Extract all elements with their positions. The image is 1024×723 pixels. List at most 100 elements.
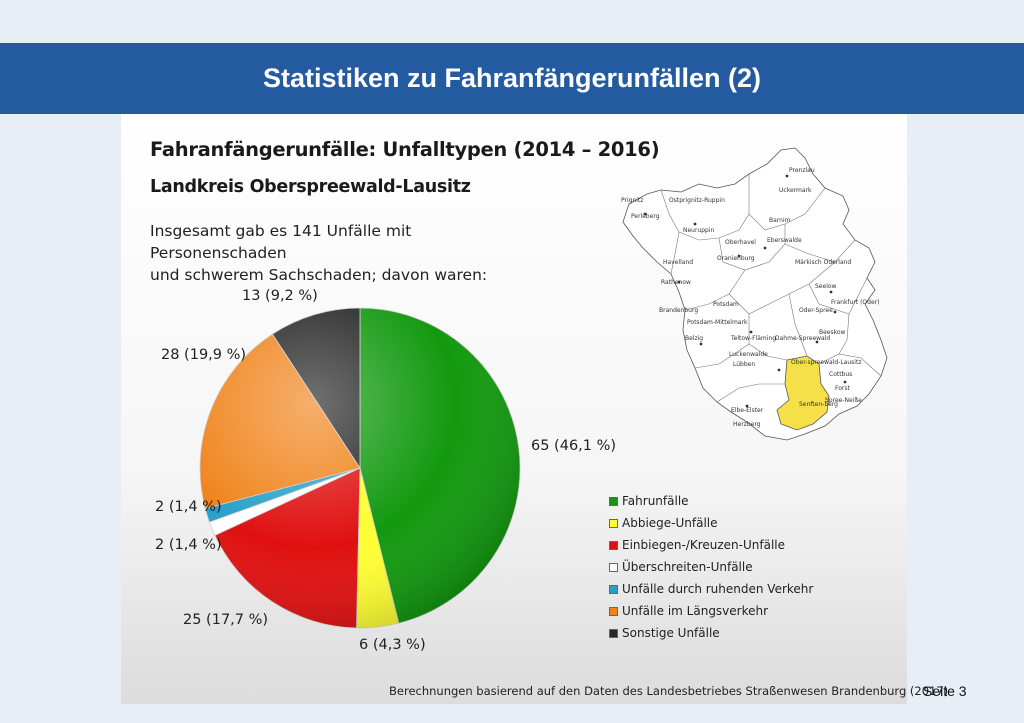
map-label: Spree-Neiße xyxy=(825,397,862,404)
map-label: Barnim xyxy=(769,217,791,224)
legend-label: Fahrunfälle xyxy=(622,494,689,508)
chart-title: Fahranfängerunfälle: Unfalltypen (2014 –… xyxy=(150,138,660,161)
city-marker xyxy=(815,340,819,344)
intro-text: Insgesamt gab es 141 Unfälle mit Persone… xyxy=(150,220,530,286)
map-label: Seelow xyxy=(815,283,837,290)
legend-item: Unfälle im Längsverkehr xyxy=(609,600,813,622)
district-border xyxy=(838,313,850,355)
chart-panel: Fahranfängerunfälle: Unfalltypen (2014 –… xyxy=(121,114,948,704)
city-marker xyxy=(833,310,837,314)
title-bar: Statistiken zu Fahranfängerunfällen (2) xyxy=(0,43,1024,114)
city-marker xyxy=(749,330,753,334)
map-label: Prignitz xyxy=(621,197,643,204)
data-label-ueberschreiten: 2 (1,4 %) xyxy=(155,537,222,553)
city-marker xyxy=(843,380,847,384)
data-label-ruhend: 2 (1,4 %) xyxy=(155,499,222,515)
legend-swatch xyxy=(609,540,618,550)
map-label: Ostprignitz-Ruppin xyxy=(669,197,725,204)
legend-item: Überschreiten-Unfälle xyxy=(609,556,813,578)
chart-legend: Fahrunfälle Abbiege-Unfälle Einbiegen-/K… xyxy=(609,490,813,644)
legend-swatch xyxy=(609,518,618,528)
map-label: Rathenow xyxy=(661,279,691,286)
city-marker xyxy=(737,254,741,258)
map-label: Teltow-Fläming xyxy=(730,335,776,342)
legend-item: Fahrunfälle xyxy=(609,490,813,512)
city-marker xyxy=(763,246,767,250)
district-border xyxy=(718,224,786,271)
district-border xyxy=(716,383,785,403)
map-label: Oberhavel xyxy=(725,239,756,246)
district-border xyxy=(684,269,746,311)
legend-item: Einbiegen-/Kreuzen-Unfälle xyxy=(609,534,813,556)
map-label: Märkisch Oderland xyxy=(795,259,851,266)
map-label: Beeskow xyxy=(819,329,846,336)
map-label: Neuruppin xyxy=(683,227,715,234)
page-number: Seite 3 xyxy=(923,683,967,699)
data-label-fahrunfaelle: 65 (46,1 %) xyxy=(531,438,617,454)
map-label: Luckenwalde xyxy=(729,351,768,358)
legend-label: Unfälle durch ruhenden Verkehr xyxy=(622,582,814,596)
map-label: Herzberg xyxy=(733,421,761,428)
source-note: Berechnungen basierend auf den Daten des… xyxy=(389,684,949,698)
intro-line-1: Insgesamt gab es 141 Unfälle mit Persone… xyxy=(150,222,412,262)
district-border xyxy=(818,353,882,377)
legend-label: Überschreiten-Unfälle xyxy=(622,560,753,574)
district-border xyxy=(660,174,750,241)
city-marker xyxy=(829,290,833,294)
district-border xyxy=(748,314,788,361)
map-label: Senften-berg xyxy=(799,401,838,408)
map-label: Oder-Spree xyxy=(799,307,833,314)
map-label: Lübben xyxy=(733,361,755,368)
chart-subtitle: Landkreis Oberspreewald-Lausitz xyxy=(150,177,471,197)
data-label-laengs: 28 (19,9 %) xyxy=(161,347,247,363)
map-label: Brandenburg xyxy=(659,307,698,314)
map-label: Forst xyxy=(835,385,851,392)
map-label: Ober-spreewald-Lausitz xyxy=(791,359,861,366)
legend-label: Unfälle im Längsverkehr xyxy=(622,604,769,618)
map-label: Eberswalde xyxy=(767,237,802,244)
page-title: Statistiken zu Fahranfängerunfällen (2) xyxy=(262,63,762,93)
legend-item: Sonstige Unfälle xyxy=(609,622,813,644)
map-label: Elbe-Elster xyxy=(731,407,764,414)
data-label-abbiege: 6 (4,3 %) xyxy=(359,637,426,653)
map-label: Perleberg xyxy=(631,213,660,220)
city-marker xyxy=(777,368,781,372)
legend-swatch xyxy=(609,584,618,594)
district-border xyxy=(788,293,808,357)
district-border xyxy=(670,231,680,275)
legend-swatch xyxy=(609,496,618,506)
city-marker xyxy=(745,404,749,408)
city-marker xyxy=(693,222,697,226)
map-label: Prenzlau xyxy=(789,167,815,174)
legend-label: Sonstige Unfälle xyxy=(622,626,720,640)
map-label: Havelland xyxy=(663,259,693,266)
map-label: Frankfurt (Oder) xyxy=(831,299,879,306)
map-city-markers xyxy=(643,174,847,408)
map-label: Oranienburg xyxy=(717,255,755,262)
city-marker xyxy=(677,280,681,284)
legend-label: Abbiege-Unfälle xyxy=(622,516,718,530)
district-border xyxy=(694,343,750,369)
district-border xyxy=(784,239,856,263)
map-label: Belzig xyxy=(685,335,703,342)
legend-swatch xyxy=(609,628,618,638)
data-label-sonstige: 13 (9,2 %) xyxy=(242,288,318,304)
map-label: Uckermark xyxy=(779,187,812,194)
intro-line-2: und schwerem Sachschaden; davon waren: xyxy=(150,266,488,284)
city-marker xyxy=(699,342,703,346)
legend-item: Abbiege-Unfälle xyxy=(609,512,813,534)
city-marker xyxy=(785,174,789,178)
district-border xyxy=(808,277,868,315)
city-marker xyxy=(643,212,647,216)
map-outline xyxy=(622,147,888,441)
map-label: Dahme-Spreewald xyxy=(775,335,830,342)
district-border xyxy=(728,261,836,315)
legend-swatch xyxy=(609,606,618,616)
map-label: Potsdam xyxy=(713,301,739,308)
legend-label: Einbiegen-/Kreuzen-Unfälle xyxy=(622,538,785,552)
map-label: Cottbus xyxy=(829,371,852,378)
legend-item: Unfälle durch ruhenden Verkehr xyxy=(609,578,813,600)
legend-swatch xyxy=(609,562,618,572)
data-label-einbiegen: 25 (17,7 %) xyxy=(183,612,269,628)
brandenburg-map: Prignitz Perleberg Ostprignitz-Ruppin Neuru… xyxy=(621,147,888,441)
